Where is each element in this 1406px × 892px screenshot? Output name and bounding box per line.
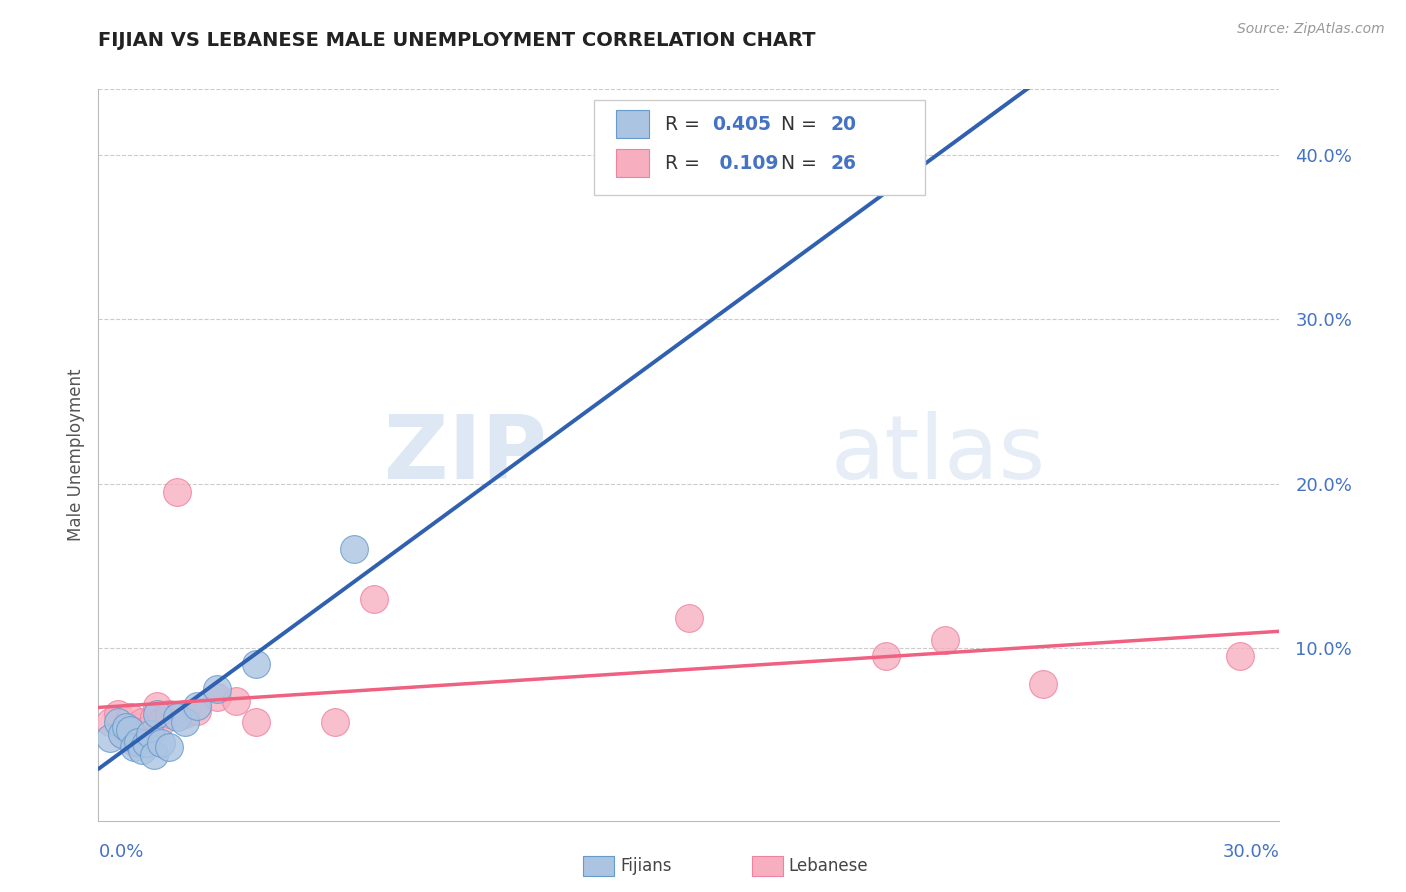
Point	[166, 710, 188, 724]
Point	[142, 747, 165, 762]
Text: Source: ZipAtlas.com: Source: ZipAtlas.com	[1237, 22, 1385, 37]
Point	[111, 726, 134, 740]
Text: 0.109: 0.109	[713, 153, 778, 172]
Point	[107, 706, 129, 721]
Point	[115, 720, 138, 734]
Point	[107, 714, 129, 729]
Text: Lebanese: Lebanese	[789, 857, 869, 875]
Point	[118, 723, 141, 738]
Text: 20: 20	[831, 115, 856, 134]
Point	[157, 739, 180, 754]
Text: N =: N =	[782, 153, 823, 172]
Point	[678, 611, 700, 625]
Point	[323, 714, 346, 729]
Text: N =: N =	[782, 115, 823, 134]
Point	[174, 706, 197, 721]
Point	[186, 698, 208, 713]
Point	[135, 736, 157, 750]
Text: atlas: atlas	[831, 411, 1046, 499]
Point	[127, 735, 149, 749]
Point	[1032, 677, 1054, 691]
Point	[111, 726, 134, 740]
Text: 0.405: 0.405	[713, 115, 772, 134]
Point	[343, 542, 366, 557]
FancyBboxPatch shape	[616, 111, 648, 138]
Text: Fijians: Fijians	[620, 857, 672, 875]
Point	[186, 704, 208, 718]
Point	[135, 723, 157, 738]
Point	[150, 714, 173, 729]
Point	[98, 714, 121, 729]
Point	[150, 736, 173, 750]
Point	[98, 731, 121, 746]
Point	[875, 649, 897, 664]
Point	[122, 739, 145, 754]
Point	[131, 743, 153, 757]
Text: 30.0%: 30.0%	[1223, 843, 1279, 861]
Text: 26: 26	[831, 153, 856, 172]
Point	[118, 710, 141, 724]
Point	[225, 693, 247, 707]
Point	[174, 714, 197, 729]
Point	[363, 591, 385, 606]
Point	[146, 698, 169, 713]
FancyBboxPatch shape	[616, 149, 648, 177]
Text: 0.0%: 0.0%	[98, 843, 143, 861]
Point	[127, 720, 149, 734]
Point	[122, 735, 145, 749]
Text: R =: R =	[665, 115, 706, 134]
Point	[142, 710, 165, 724]
Point	[146, 706, 169, 721]
FancyBboxPatch shape	[595, 100, 925, 195]
Point	[205, 682, 228, 697]
Point	[934, 632, 956, 647]
Point	[245, 714, 267, 729]
Text: FIJIAN VS LEBANESE MALE UNEMPLOYMENT CORRELATION CHART: FIJIAN VS LEBANESE MALE UNEMPLOYMENT COR…	[98, 31, 815, 50]
Point	[138, 726, 160, 740]
Point	[115, 720, 138, 734]
Text: ZIP: ZIP	[384, 411, 547, 499]
Point	[245, 657, 267, 672]
Point	[166, 484, 188, 499]
Point	[205, 690, 228, 705]
Point	[131, 714, 153, 729]
Point	[1229, 649, 1251, 664]
Text: R =: R =	[665, 153, 706, 172]
Point	[157, 706, 180, 721]
Y-axis label: Male Unemployment: Male Unemployment	[66, 368, 84, 541]
